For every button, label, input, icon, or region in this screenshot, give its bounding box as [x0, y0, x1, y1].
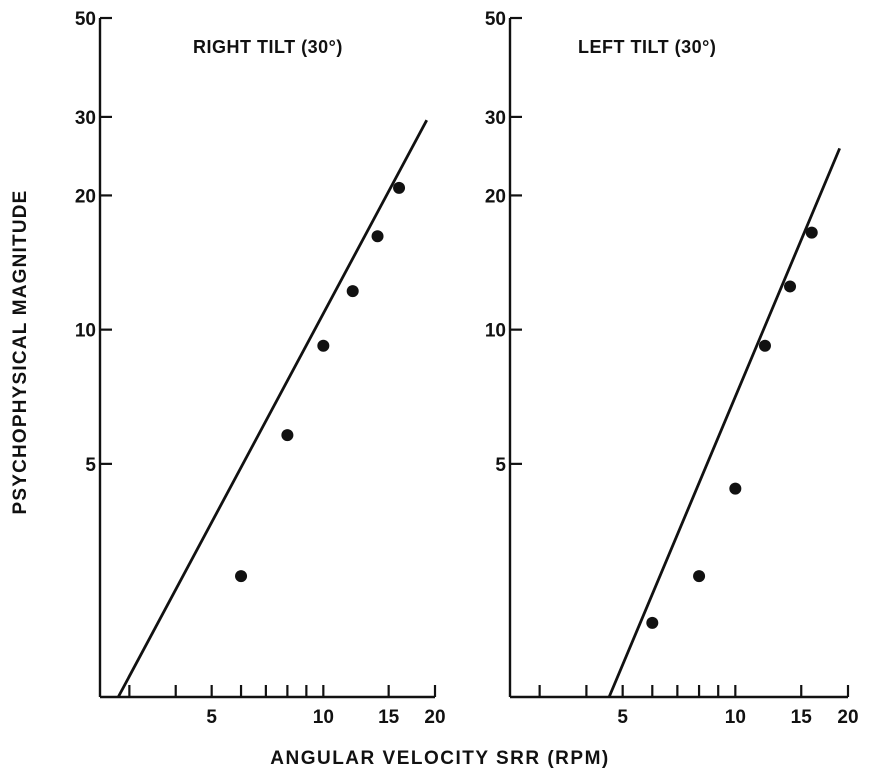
panel-left-tilt: LEFT TILT (30°) 5 10 15 20 5 10 20 30 50 [485, 9, 859, 728]
panel-title-right-tilt: RIGHT TILT (30°) [193, 37, 343, 57]
fit-line [607, 147, 841, 698]
x-tick-label: 15 [378, 707, 400, 728]
panel-right-tilt: RIGHT TILT (30°) 5 10 15 20 5 10 20 30 50 [75, 9, 446, 728]
data-point [371, 230, 384, 243]
y-tick-label: 50 [75, 9, 96, 30]
y-tick-label: 30 [485, 108, 506, 129]
y-tick-label: 30 [75, 108, 96, 129]
x-tick-label: 15 [791, 707, 813, 728]
y-tick-label: 20 [75, 186, 96, 207]
x-tick-label: 10 [725, 707, 746, 728]
x-tick-label: 10 [313, 707, 334, 728]
y-tick-label: 5 [495, 455, 506, 476]
data-point [235, 570, 248, 583]
data-point [346, 285, 359, 298]
y-tick-label: 50 [485, 9, 506, 30]
x-tick-label: 5 [617, 707, 628, 728]
data-point [646, 616, 659, 629]
fit-line [117, 119, 428, 698]
x-tick-label: 20 [837, 707, 858, 728]
data-point [281, 429, 294, 442]
x-tick-label: 20 [424, 707, 445, 728]
data-point [693, 570, 706, 583]
x-tick-label: 5 [206, 707, 217, 728]
data-point [805, 226, 818, 239]
data-point [758, 339, 771, 352]
y-tick-label: 10 [75, 321, 96, 342]
data-point [784, 280, 797, 293]
data-point [317, 339, 330, 352]
y-tick-label: 20 [485, 186, 506, 207]
y-tick-label: 10 [485, 321, 506, 342]
y-tick-label: 5 [85, 455, 96, 476]
x-axis-label: ANGULAR VELOCITY SRR (RPM) [270, 748, 609, 769]
panel-title-left-tilt: LEFT TILT (30°) [578, 37, 716, 57]
data-point [393, 181, 406, 194]
y-axis-label: PSYCHOPHYSICAL MAGNITUDE [10, 189, 31, 514]
data-point [729, 482, 742, 495]
